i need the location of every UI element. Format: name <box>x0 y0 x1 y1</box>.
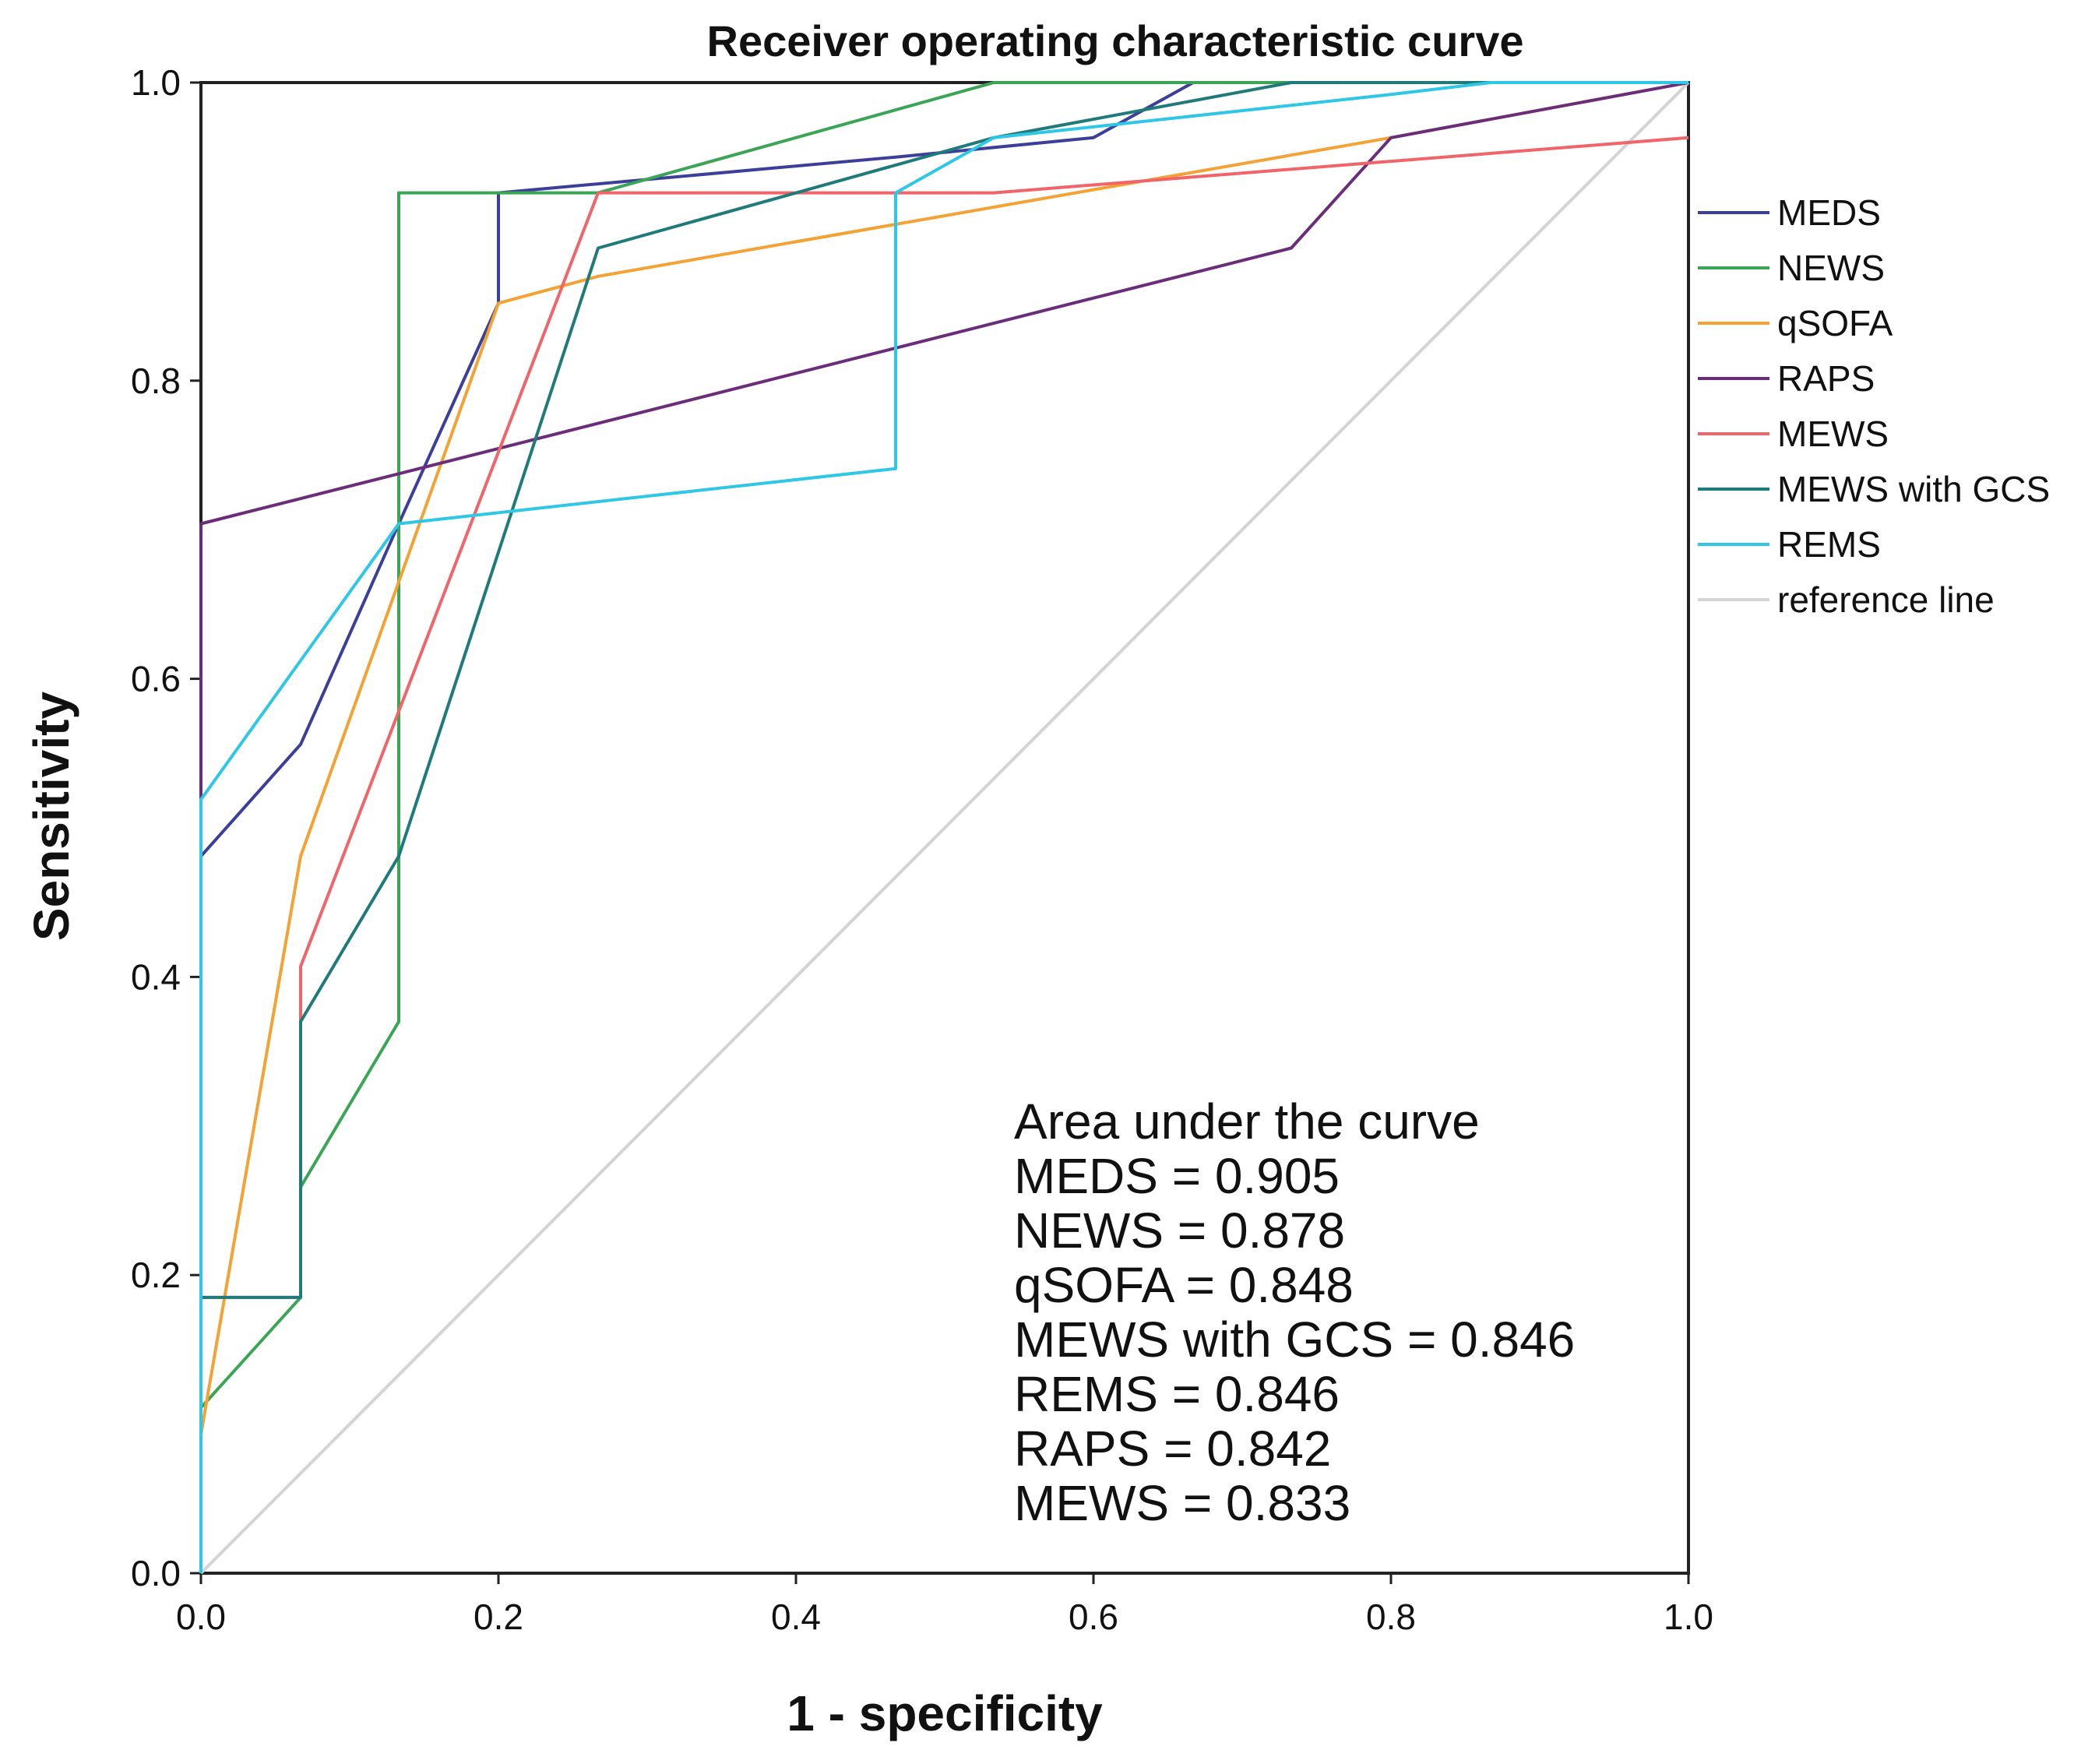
legend-label: RAPS <box>1777 358 1875 399</box>
y-tick-label: 0.4 <box>131 956 181 997</box>
series-line-news <box>199 81 1688 1573</box>
y-tick-label: 0.8 <box>131 361 181 401</box>
auc-annotation: Area under the curve MEDS = 0.905 NEWS =… <box>1014 1093 1575 1531</box>
x-axis-ticks: 0.0 0.2 0.4 0.6 0.8 1.0 <box>176 1573 1713 1637</box>
auc-line: qSOFA = 0.848 <box>1014 1257 1354 1313</box>
legend-label: NEWS <box>1777 248 1885 288</box>
auc-line: NEWS = 0.878 <box>1014 1202 1345 1259</box>
y-tick-label: 0.0 <box>131 1553 181 1593</box>
y-tick-label: 1.0 <box>131 62 181 103</box>
x-tick-label: 1.0 <box>1664 1597 1713 1637</box>
auc-line: REMS = 0.846 <box>1014 1366 1340 1422</box>
legend-label: reference line <box>1777 579 1995 620</box>
series-line-mews-with-gcs <box>199 81 1688 1573</box>
series-lines <box>199 81 1690 1575</box>
legend-label: MEWS <box>1777 414 1889 454</box>
series-line-rems <box>199 81 1688 1573</box>
auc-line: RAPS = 0.842 <box>1014 1421 1331 1477</box>
auc-line: MEWS with GCS = 0.846 <box>1014 1312 1575 1368</box>
series-line-reference-line <box>199 81 1690 1575</box>
auc-line: MEWS = 0.833 <box>1014 1475 1350 1531</box>
legend-label: MEDS <box>1777 192 1881 233</box>
x-tick-label: 0.2 <box>474 1597 523 1637</box>
legend-label: qSOFA <box>1777 303 1893 343</box>
x-tick-label: 0.4 <box>771 1597 821 1637</box>
y-axis-label: Sensitivity <box>23 692 79 942</box>
legend-label: MEWS with GCS <box>1777 469 2050 509</box>
chart-title: Receiver operating characteristic curve <box>707 16 1524 65</box>
y-tick-label: 0.2 <box>131 1255 181 1295</box>
x-tick-label: 0.8 <box>1366 1597 1416 1637</box>
legend-label: REMS <box>1777 524 1881 565</box>
auc-heading: Area under the curve <box>1014 1093 1480 1150</box>
y-axis-ticks: 0.0 0.2 0.4 0.6 0.8 1.0 <box>131 62 201 1593</box>
x-tick-label: 0.0 <box>176 1597 226 1637</box>
auc-line: MEDS = 0.905 <box>1014 1148 1340 1204</box>
x-tick-label: 0.6 <box>1069 1597 1118 1637</box>
legend: MEDS NEWS qSOFA RAPS MEWS MEWS with GCS REMS re… <box>1698 192 2050 620</box>
x-axis-label: 1 - specificity <box>787 1685 1103 1741</box>
y-tick-label: 0.6 <box>131 659 181 699</box>
